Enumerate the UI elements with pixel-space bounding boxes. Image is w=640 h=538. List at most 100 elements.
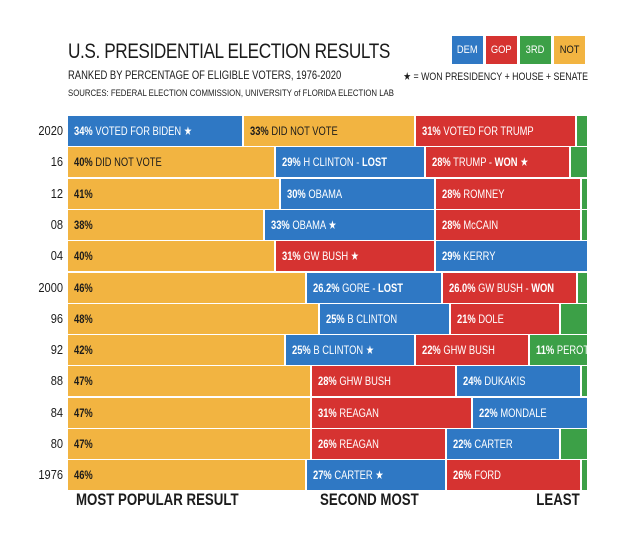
segment-text: GW BUSH ★ [302, 249, 359, 264]
bar-segment-gop: 31% GW BUSH ★ [275, 241, 437, 272]
bar-row: 46% 26.2% GORE - LOST 26.0% GW BUSH - WON [68, 272, 587, 303]
segment-percent: 22% [478, 405, 498, 420]
segment-label: 26.0% GW BUSH - WON [449, 273, 554, 303]
segment-percent: 33% [250, 124, 270, 138]
year-label: 92 [50, 342, 63, 358]
segment-label: 46% [74, 460, 93, 490]
legend-third: 3RD [520, 36, 551, 64]
segment-percent: 28% [442, 217, 462, 232]
bar-row: 34% VOTED FOR BIDEN ★ 33% DID NOT VOTE 31%… [68, 116, 587, 146]
segment-percent: 46% [74, 280, 93, 295]
segment-percent: 47% [74, 374, 93, 389]
bar-segment-dem: 33% OBAMA ★ [265, 209, 437, 240]
segment-percent: 34% [74, 124, 93, 138]
segment-percent: 40% [74, 249, 93, 264]
segment-label: 33% DID NOT VOTE [250, 116, 338, 146]
segment-percent: 38% [74, 217, 93, 232]
segment-label: 26% FORD [453, 460, 501, 490]
segment-percent: 25% [291, 343, 311, 358]
bar-segment-dem: 26.2% GORE - LOST [306, 272, 443, 303]
segment-percent: 33% [271, 217, 290, 232]
segment-label: 22% MONDALE [479, 398, 547, 428]
segment-label: 21% DOLE [457, 304, 504, 334]
bar-row: 48% 25% B CLINTON 21% DOLE [68, 303, 587, 334]
segment-percent: 27% [312, 468, 332, 483]
year-label: 2000 [38, 279, 63, 295]
year-label: 88 [50, 373, 63, 389]
bar-segment-dem: 25% B CLINTON [319, 303, 451, 334]
bar-segment-gop: 31% VOTED FOR TRUMP [415, 116, 577, 146]
bar-segment-not: 42% [68, 335, 286, 366]
bar-segment-third [576, 116, 587, 146]
segment-outcome: LOST [377, 280, 403, 295]
chart-sources: SOURCES: FEDERAL ELECTION COMMISSION, UN… [68, 88, 394, 99]
segment-label: 11% PEROT [536, 335, 587, 365]
legend-not: NOT [554, 36, 585, 64]
segment-label: 26.2% GORE - LOST [313, 273, 403, 303]
bar-segment-third [581, 366, 587, 397]
segment-percent: 30% [286, 186, 306, 201]
segment-text: B CLINTON ★ [313, 343, 375, 358]
bar-segment-gop: 28% TRUMP - WON ★ [426, 147, 572, 178]
segment-percent: 47% [74, 437, 93, 451]
bar-segment-third [577, 272, 587, 303]
year-label: 80 [50, 436, 63, 451]
segment-percent: 47% [74, 405, 93, 420]
segment-percent: 41% [74, 186, 93, 201]
segment-label: 25% B CLINTON ★ [292, 335, 374, 365]
segment-percent: 42% [74, 343, 93, 358]
legend-dem-label: DEM [457, 44, 478, 56]
segment-percent: 31% [421, 124, 441, 138]
bar-segment-third [581, 209, 587, 240]
segment-label: 41% [74, 179, 93, 209]
bar-segment-gop: 26% REAGAN [311, 429, 447, 459]
segment-text: ROMNEY [463, 186, 505, 201]
segment-percent: 48% [74, 311, 93, 326]
bar-segment-dem: 24% DUKAKIS [457, 366, 582, 397]
legend-dem: DEM [452, 36, 483, 64]
segment-label: 31% VOTED FOR TRUMP [422, 116, 534, 146]
bar-segment-gop: 21% DOLE [450, 303, 561, 334]
segment-percent: 31% [281, 249, 301, 264]
chart-title: U.S. PRESIDENTIAL ELECTION RESULTS [68, 40, 390, 63]
segment-text: DUKAKIS [484, 374, 526, 389]
segment-outcome: WON [530, 280, 554, 295]
segment-label: 46% [74, 273, 93, 303]
segment-text: OBAMA [308, 186, 342, 201]
footer-most-popular: MOST POPULAR RESULT [76, 490, 239, 509]
segment-percent: 46% [74, 468, 93, 483]
bar-segment-gop: 26% FORD [446, 460, 582, 491]
segment-label: 30% OBAMA [287, 179, 342, 209]
segment-label: 31% REAGAN [318, 398, 379, 428]
bar-segment-dem: 22% MONDALE [472, 397, 587, 428]
bar-segment-not: 38% [68, 209, 266, 240]
segment-percent: 26.0% [448, 280, 476, 295]
bar-segment-not: 40% [68, 241, 276, 272]
segment-text: CARTER ★ [334, 468, 384, 483]
segment-label: 48% [74, 304, 93, 334]
segment-text: DID NOT VOTE [95, 155, 162, 170]
segment-percent: 11% [535, 343, 555, 358]
bar-row: 40% DID NOT VOTE 29% H CLINTON - LOST 28% … [68, 147, 587, 178]
segment-text: B CLINTON [346, 311, 397, 326]
bar-segment-gop: 28% GHW BUSH [311, 366, 458, 397]
segment-label: 47% [74, 398, 93, 428]
bar-segment-third: 11% PEROT [529, 335, 587, 366]
segment-percent: 28% [317, 374, 337, 389]
bar-segment-gop: 28% ROMNEY [436, 178, 582, 209]
bar-segment-not: 48% [68, 303, 320, 334]
segment-text: GHW BUSH [339, 374, 391, 389]
segment-percent: 25% [325, 311, 345, 326]
bar-segment-dem: 22% CARTER [446, 429, 562, 459]
legend-gop: GOP [486, 36, 517, 64]
segment-text: DID NOT VOTE [271, 124, 339, 138]
footer-second-most: SECOND MOST [320, 490, 419, 509]
bar-segment-third [581, 460, 587, 491]
bar-segment-dem: 27% CARTER ★ [306, 460, 447, 491]
segment-text: MONDALE [500, 405, 547, 420]
bar-segment-third [571, 147, 587, 178]
segment-percent: 28% [442, 186, 462, 201]
bar-segment-dem: 29% KERRY [436, 241, 587, 272]
segment-label: 40% DID NOT VOTE [74, 147, 162, 177]
bar-segment-not: 47% [68, 366, 312, 397]
